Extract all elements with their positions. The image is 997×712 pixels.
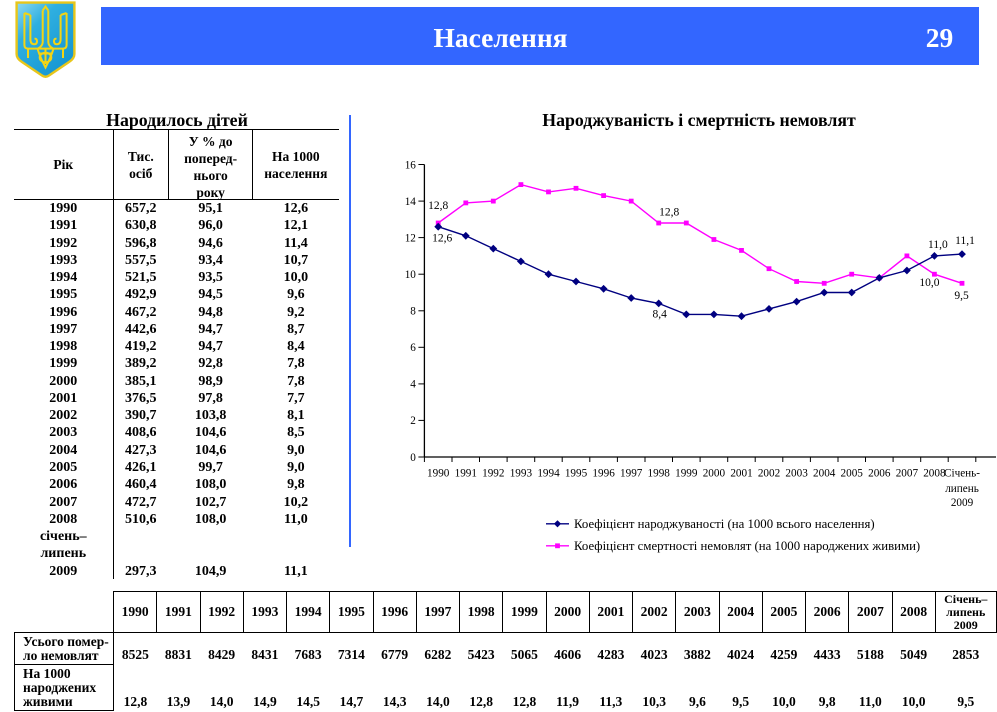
svg-text:1999: 1999 xyxy=(675,468,698,480)
svg-text:2009: 2009 xyxy=(951,497,974,509)
svg-text:1992: 1992 xyxy=(482,468,504,480)
svg-text:1993: 1993 xyxy=(510,468,533,480)
svg-text:1997: 1997 xyxy=(620,468,643,480)
svg-text:2002: 2002 xyxy=(758,468,780,480)
svg-text:9,5: 9,5 xyxy=(954,290,969,302)
svg-text:2004: 2004 xyxy=(813,468,836,480)
svg-text:Коефіцієнт смертності немовлят: Коефіцієнт смертності немовлят (на 1000 … xyxy=(574,539,920,553)
svg-text:8: 8 xyxy=(410,306,416,318)
svg-text:2001: 2001 xyxy=(730,468,752,480)
svg-text:2000: 2000 xyxy=(703,468,726,480)
svg-text:4: 4 xyxy=(410,379,416,391)
svg-text:11,1: 11,1 xyxy=(955,235,975,247)
svg-text:11,0: 11,0 xyxy=(928,239,948,251)
svg-text:1994: 1994 xyxy=(537,468,560,480)
svg-text:12,8: 12,8 xyxy=(428,200,448,212)
svg-text:12,8: 12,8 xyxy=(659,207,679,219)
svg-text:1991: 1991 xyxy=(455,468,477,480)
svg-text:0: 0 xyxy=(410,452,416,464)
svg-text:14: 14 xyxy=(405,196,417,208)
svg-text:6: 6 xyxy=(410,342,416,354)
svg-text:Січень-: Січень- xyxy=(944,468,980,480)
svg-text:2003: 2003 xyxy=(785,468,808,480)
svg-text:1990: 1990 xyxy=(427,468,450,480)
svg-text:1998: 1998 xyxy=(648,468,671,480)
svg-text:10,0: 10,0 xyxy=(919,277,939,289)
svg-text:1996: 1996 xyxy=(592,468,615,480)
svg-text:8,4: 8,4 xyxy=(653,308,668,320)
svg-text:Коефіцієнт народжуваності (на: Коефіцієнт народжуваності (на 1000 всьог… xyxy=(574,517,875,531)
svg-text:16: 16 xyxy=(405,159,417,171)
svg-text:2005: 2005 xyxy=(841,468,864,480)
svg-text:10: 10 xyxy=(405,269,417,281)
svg-text:2007: 2007 xyxy=(896,468,919,480)
svg-text:12,6: 12,6 xyxy=(432,233,452,245)
svg-text:2008: 2008 xyxy=(923,468,946,480)
svg-text:1995: 1995 xyxy=(565,468,588,480)
svg-text:липень: липень xyxy=(945,483,979,495)
svg-text:2006: 2006 xyxy=(868,468,891,480)
svg-text:12: 12 xyxy=(405,232,416,244)
svg-text:2: 2 xyxy=(410,415,416,427)
